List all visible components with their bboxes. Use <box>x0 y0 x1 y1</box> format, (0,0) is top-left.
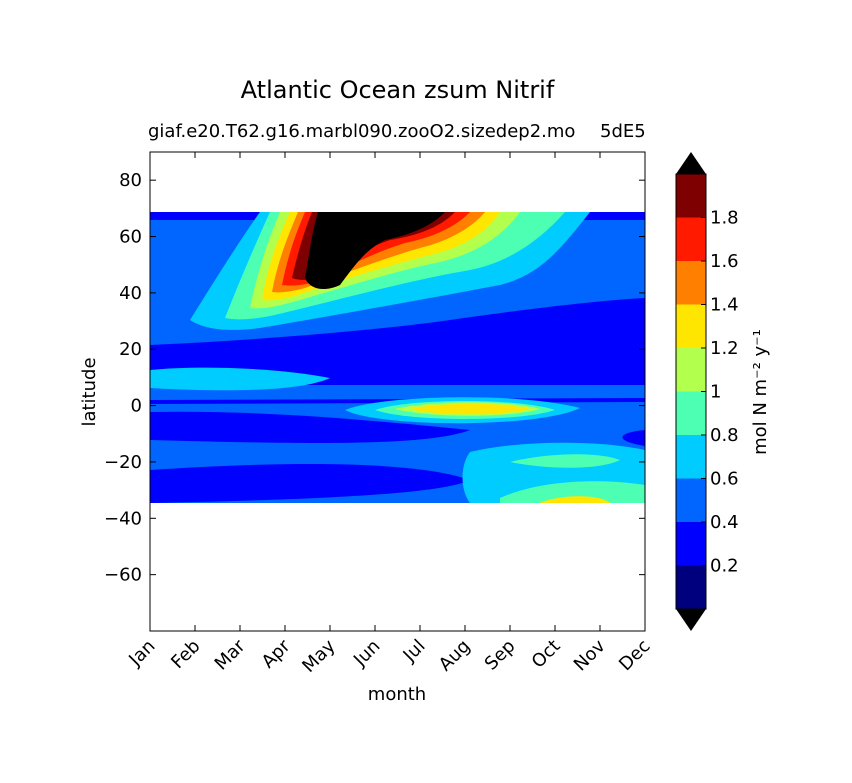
x-tick-label: Feb <box>167 636 204 673</box>
colorbar-segment <box>676 261 706 305</box>
x-tick-label: Aug <box>435 636 475 676</box>
y-tick-label: −20 <box>104 452 142 473</box>
colorbar-label: mol N m⁻² y⁻¹ <box>750 329 771 455</box>
colorbar-extend-max <box>676 152 706 174</box>
colorbar-segment <box>676 391 706 435</box>
contour-equator-yellow <box>410 403 530 415</box>
x-tick-label: Sep <box>481 636 520 675</box>
colorbar-segment <box>676 217 706 261</box>
colorbar-tick-label: 1.6 <box>710 251 739 272</box>
axes-frame <box>149 151 646 632</box>
x-tick-label: Nov <box>570 635 610 675</box>
y-axis-label: latitude <box>79 357 100 426</box>
colorbar-tick-label: 1.8 <box>710 208 739 229</box>
x-axis-label: month <box>368 684 426 705</box>
contour-south-green <box>500 454 645 503</box>
colorbar-tick-label: 0.4 <box>710 512 739 533</box>
y-tick-label: −40 <box>104 508 142 529</box>
chart-subtitle: giaf.e20.T62.g16.marbl090.zooO2.sizedep2… <box>148 121 576 142</box>
x-tick-label: Oct <box>528 636 565 673</box>
y-tick-label: 80 <box>119 170 142 191</box>
colorbar-segment <box>676 522 706 566</box>
x-tick-label: May <box>298 635 339 676</box>
colorbar-extend-min <box>676 609 706 631</box>
contour-north-cyan <box>150 367 330 391</box>
colorbar-segment <box>676 478 706 522</box>
contour-field <box>150 212 645 503</box>
colorbar-tick-label: 0.6 <box>710 469 739 490</box>
y-tick-label: 40 <box>119 283 142 304</box>
colorbar-segment <box>676 174 706 218</box>
x-tick-label: Apr <box>258 635 295 672</box>
x-tick-label: Mar <box>211 635 250 674</box>
y-axis: 80 60 40 20 0 −20 −40 −60 <box>104 170 645 586</box>
colorbar-tick-label: 0.8 <box>710 425 739 446</box>
colorbar-segment <box>676 348 706 392</box>
x-tick-label: Jun <box>349 636 384 671</box>
contour-south-yellow <box>540 496 610 503</box>
y-tick-label: −60 <box>104 565 142 586</box>
colorbar-segment <box>676 304 706 348</box>
y-tick-label: 0 <box>131 396 142 417</box>
y-tick-label: 60 <box>119 227 142 248</box>
colorbar: 0.2 0.4 0.6 0.8 1 1.2 1.4 1.6 1.8 <box>675 152 739 631</box>
contour-north-subtropical-low <box>150 298 645 385</box>
colorbar-tick-label: 0.2 <box>710 556 739 577</box>
contour-south-low <box>150 411 470 443</box>
colorbar-tick-label: 1.2 <box>710 338 739 359</box>
y-tick-label: 20 <box>119 339 142 360</box>
contour-south-low-2 <box>150 464 470 503</box>
contour-bloom-core <box>305 212 445 290</box>
x-tick-label: Jan <box>124 636 159 671</box>
colorbar-tick-label: 1 <box>710 382 721 403</box>
offset-label: 5dE5 <box>600 121 646 142</box>
chart-title: Atlantic Ocean zsum Nitrif <box>240 76 555 104</box>
colorbar-tick-label: 1.4 <box>710 295 739 316</box>
x-tick-label: Jul <box>399 636 430 667</box>
colorbar-segment <box>676 565 706 609</box>
colorbar-segment <box>676 435 706 479</box>
x-tick-label: Dec <box>615 636 654 675</box>
